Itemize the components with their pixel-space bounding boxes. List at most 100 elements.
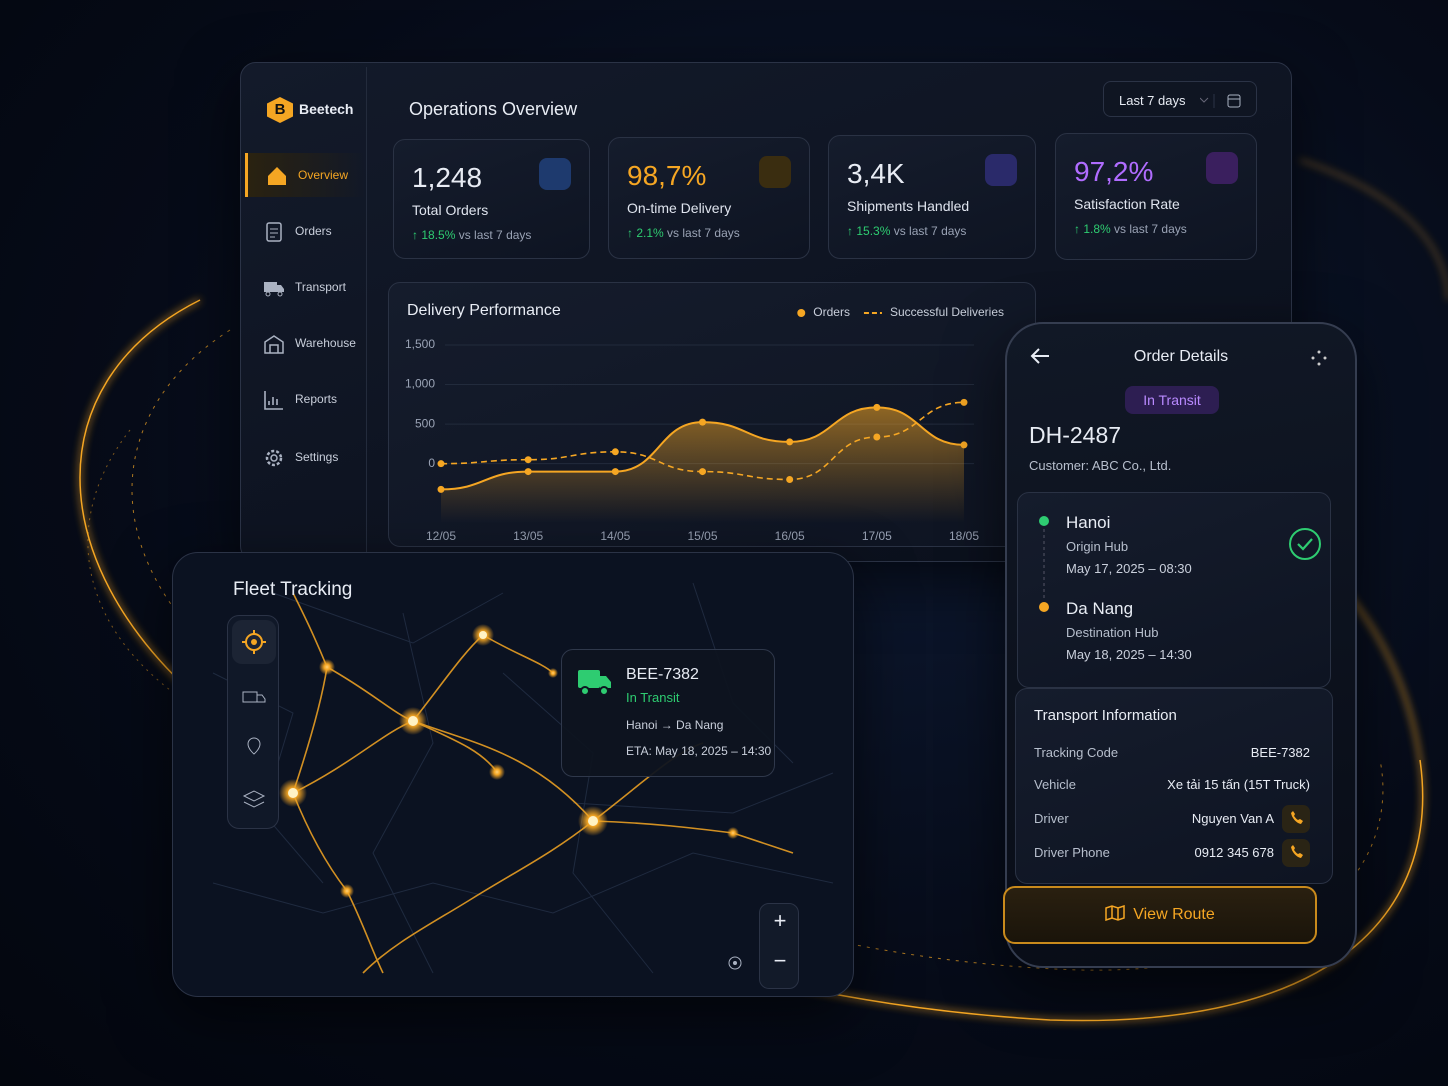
info-row: Driver Nguyen Van A — [1034, 805, 1310, 835]
decoration — [362, 820, 594, 974]
info-key: Vehicle — [1034, 777, 1076, 792]
data-point — [699, 468, 706, 476]
decoration — [1291, 811, 1303, 824]
more-button[interactable] — [1309, 348, 1329, 368]
nav-item[interactable]: Overview — [245, 153, 365, 197]
decoration — [264, 391, 283, 410]
order-customer: Customer: ABC Co., Ltd. — [1029, 458, 1172, 473]
decoration — [270, 454, 278, 462]
date-range[interactable]: Last 7 days — [1103, 81, 1257, 117]
transport-title: Transport Information — [1034, 707, 1177, 724]
nav-item[interactable]: Settings — [245, 435, 365, 479]
decoration — [408, 716, 418, 726]
decoration — [592, 820, 794, 854]
decoration — [1291, 811, 1303, 824]
logo: B — [267, 97, 293, 123]
map-tools[interactable] — [228, 616, 280, 830]
kpi-label: Shipments Handled — [847, 198, 970, 214]
legend-swatch — [797, 309, 806, 317]
info-value: Xe tải 15 tấn (15T Truck) — [1167, 777, 1310, 792]
kpi-change-value: 18.5% — [421, 228, 456, 242]
info-key: Tracking Code — [1034, 745, 1119, 760]
kpi-compare: vs last 7 days — [458, 228, 532, 242]
kpi-icon — [985, 154, 1017, 186]
x-tick-label: 13/05 — [513, 529, 543, 543]
stop-city: Da Nang — [1066, 599, 1134, 618]
x-tick-label: 17/05 — [862, 529, 892, 543]
decoration — [1299, 159, 1448, 301]
map-toolbar — [227, 615, 279, 829]
y-tick-label: 0 — [428, 456, 435, 470]
decoration — [1291, 845, 1303, 858]
view-route-button[interactable]: View Route — [1003, 886, 1317, 944]
nav-icon — [264, 335, 284, 354]
nav-item[interactable]: Orders — [245, 209, 365, 253]
decoration — [548, 668, 558, 678]
order-title: Order Details — [1133, 348, 1229, 365]
kpi-change: ↑ 1.8% vs last 7 days — [1074, 222, 1187, 236]
stop-city: Hanoi — [1066, 513, 1111, 532]
stop-check — [1289, 528, 1321, 560]
route-from: Hanoi — [626, 718, 658, 732]
decoration — [1317, 350, 1321, 354]
decoration — [277, 291, 283, 297]
phone: Order Details In Transit DH-2487 Custome… — [1003, 322, 1357, 968]
decoration — [588, 816, 598, 826]
decoration — [292, 634, 484, 794]
info-value: Nguyen Van A — [1191, 811, 1274, 826]
stop-time: May 17, 2025 – 08:30 — [1066, 561, 1192, 576]
y-tick-label: 500 — [415, 416, 435, 430]
decoration: ↑ 1.8% — [1074, 222, 1111, 236]
info-key: Driver Phone — [1034, 845, 1110, 860]
kpi-value: 98,7% — [627, 160, 707, 191]
kpi-card: 3,4K Shipments Handled ↑ 15.3% vs last 7 d… — [828, 135, 1036, 259]
route-card: Hanoi Origin Hub May 17, 2025 – 08:30 Da… — [1017, 492, 1331, 688]
nav-item[interactable]: Warehouse — [245, 321, 365, 365]
date-icons — [1200, 94, 1241, 108]
nav-label: Reports — [295, 392, 338, 406]
view-route-label: View Route — [1133, 906, 1215, 923]
decoration — [1039, 516, 1049, 526]
y-tick-label: 1,000 — [405, 377, 435, 391]
vehicle-code: BEE-7382 — [626, 666, 699, 683]
decoration — [733, 961, 737, 965]
data-point — [699, 418, 706, 426]
kpi-change: ↑ 2.1% vs last 7 days — [627, 226, 740, 240]
data-point — [611, 468, 619, 476]
decoration — [242, 691, 258, 703]
decoration — [479, 631, 487, 639]
kpi-value: 3,4K — [847, 158, 905, 189]
kpi-value: 97,2% — [1074, 156, 1154, 187]
vehicle-eta: ETA: May 18, 2025 – 14:30 — [626, 744, 772, 758]
fleet-panel: Fleet Tracking BEE-7382 In Transit Hanoi… — [172, 552, 854, 997]
call-button[interactable] — [1282, 839, 1310, 867]
map-regions — [212, 582, 834, 974]
nav-icon — [268, 167, 286, 185]
back-button[interactable] — [1029, 346, 1053, 366]
decoration — [489, 764, 505, 780]
decoration — [288, 788, 298, 798]
vehicle-popup[interactable]: BEE-7382 In Transit Hanoi → Da Nang ETA:… — [561, 649, 775, 777]
stop-role: Destination Hub — [1066, 625, 1159, 640]
zoom-out[interactable]: − — [773, 948, 787, 973]
locate-button[interactable] — [723, 951, 747, 975]
truck-icon — [578, 670, 611, 696]
zoom-in[interactable]: + — [773, 908, 787, 933]
decoration — [1030, 348, 1049, 364]
decoration — [277, 285, 284, 292]
kpi-change-value: 15.3% — [856, 224, 891, 238]
decoration — [264, 282, 277, 292]
call-button[interactable] — [1282, 805, 1310, 833]
decoration — [578, 670, 600, 688]
chart-title: Delivery Performance — [407, 302, 561, 319]
decoration — [1317, 362, 1321, 366]
decoration — [1227, 94, 1241, 108]
fleet-title: Fleet Tracking — [233, 579, 353, 600]
data-point — [960, 398, 968, 406]
kpi-card: 97,2% Satisfaction Rate ↑ 1.8% vs last 7 d… — [1055, 133, 1257, 260]
nav-item[interactable]: Reports — [245, 377, 365, 421]
route-timeline — [1039, 516, 1049, 612]
decoration — [319, 659, 335, 675]
nav-item[interactable]: Transport — [245, 265, 365, 309]
zoom-controls: + − — [759, 903, 799, 989]
